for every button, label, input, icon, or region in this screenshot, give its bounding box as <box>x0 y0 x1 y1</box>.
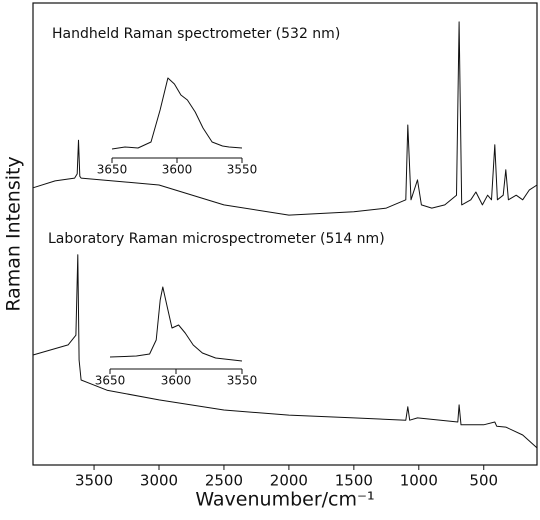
x-tick-label: 3600 <box>161 374 192 388</box>
spectrum-line <box>32 21 538 216</box>
x-tick-label: 3550 <box>227 163 258 177</box>
x-tick-label: 1000 <box>400 472 438 490</box>
series-label: Handheld Raman spectrometer (532 nm) <box>52 26 340 42</box>
x-tick-label: 2500 <box>205 472 243 490</box>
x-tick-label: 3500 <box>75 472 113 490</box>
x-tick-label: 3550 <box>227 374 258 388</box>
x-tick-label: 500 <box>469 472 498 490</box>
x-tick-label: 3000 <box>140 472 178 490</box>
plot-frame <box>32 2 538 466</box>
spectrum-line <box>111 77 243 150</box>
spectrum-line <box>32 254 538 449</box>
spectrum-line <box>109 286 243 362</box>
x-tick-label: 3650 <box>97 163 128 177</box>
x-tick-label: 2000 <box>270 472 308 490</box>
series-label: Laboratory Raman microspectrometer (514 … <box>48 231 385 247</box>
x-tick-label: 1500 <box>335 472 373 490</box>
y-axis-label: Raman Intensity <box>3 156 25 311</box>
x-tick-label: 3650 <box>95 374 126 388</box>
x-tick-label: 3600 <box>162 163 193 177</box>
x-axis-label: Wavenumber/cm⁻¹ <box>195 489 374 511</box>
